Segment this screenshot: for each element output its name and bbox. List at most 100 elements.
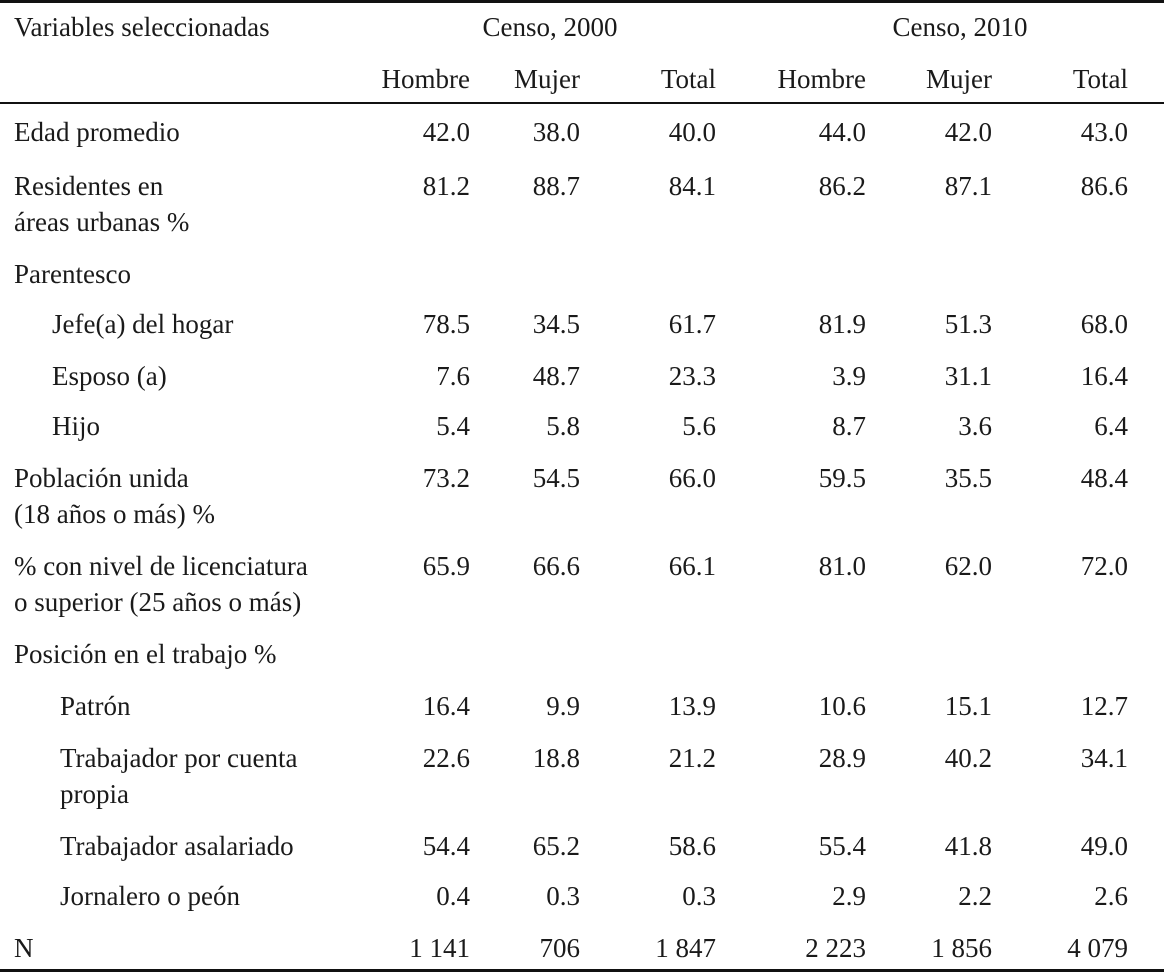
row-value: 1 141 — [409, 933, 470, 963]
row-value: 8.7 — [832, 411, 866, 441]
row-label: % con nivel de licenciatura — [14, 551, 308, 581]
subheader-total-2010: Total — [1072, 64, 1128, 94]
row-value: 12.7 — [1080, 691, 1128, 721]
row-label: Trabajador por cuenta — [60, 743, 298, 773]
row-label: propia — [60, 779, 129, 809]
row-value: 88.7 — [532, 171, 580, 201]
subheader-mujer-2010: Mujer — [926, 64, 992, 94]
row-value: 3.9 — [832, 361, 866, 391]
row-value: 2.9 — [832, 881, 866, 911]
row-value: 48.7 — [532, 361, 580, 391]
row-value: 44.0 — [818, 117, 866, 147]
row-value: 22.6 — [422, 743, 470, 773]
row-value: 10.6 — [818, 691, 866, 721]
subheader-mujer-2000: Mujer — [514, 64, 580, 94]
row-label: Patrón — [60, 691, 131, 721]
row-value: 7.6 — [436, 361, 470, 391]
table-top-rule — [0, 0, 1164, 3]
row-label: Esposo (a) — [52, 361, 167, 391]
row-value: 1 847 — [655, 933, 716, 963]
census-2010-header: Censo, 2010 — [892, 12, 1028, 42]
row-value: 54.5 — [532, 463, 580, 493]
row-value: 43.0 — [1080, 117, 1128, 147]
row-value: 86.2 — [818, 171, 866, 201]
row-value: 49.0 — [1080, 831, 1128, 861]
row-value: 62.0 — [944, 551, 992, 581]
row-label: (18 años o más) % — [14, 499, 215, 529]
row-value: 55.4 — [818, 831, 866, 861]
row-value: 31.1 — [944, 361, 992, 391]
row-value: 34.5 — [532, 309, 580, 339]
row-value: 58.6 — [668, 831, 716, 861]
row-value: 81.2 — [422, 171, 470, 201]
row-label: Parentesco — [14, 259, 131, 289]
row-value: 42.0 — [944, 117, 992, 147]
row-value: 21.2 — [668, 743, 716, 773]
row-value: 3.6 — [958, 411, 992, 441]
row-value: 16.4 — [422, 691, 470, 721]
row-value: 41.8 — [944, 831, 992, 861]
row-value: 40.0 — [668, 117, 716, 147]
row-value: 0.4 — [436, 881, 470, 911]
row-label: Jefe(a) del hogar — [52, 309, 234, 339]
header-rule — [0, 102, 1164, 104]
row-label: Población unida — [14, 463, 189, 493]
row-value: 1 856 — [931, 933, 992, 963]
census-2000-header: Censo, 2000 — [482, 12, 618, 42]
row-value: 42.0 — [422, 117, 470, 147]
row-value: 40.2 — [944, 743, 992, 773]
row-value: 86.6 — [1080, 171, 1128, 201]
row-value: 84.1 — [668, 171, 716, 201]
table-bottom-rule — [0, 969, 1164, 972]
row-value: 73.2 — [422, 463, 470, 493]
row-label: N — [14, 933, 34, 963]
row-value: 5.4 — [436, 411, 470, 441]
row-value: 6.4 — [1094, 411, 1128, 441]
row-label: áreas urbanas % — [14, 207, 190, 237]
subheader-hombre-2000: Hombre — [381, 64, 470, 94]
row-value: 65.2 — [532, 831, 580, 861]
row-label: Jornalero o peón — [60, 881, 240, 911]
row-value: 66.6 — [532, 551, 580, 581]
row-value: 0.3 — [546, 881, 580, 911]
row-value: 59.5 — [818, 463, 866, 493]
row-value: 706 — [539, 933, 581, 963]
row-value: 4 079 — [1067, 933, 1128, 963]
row-value: 13.9 — [668, 691, 716, 721]
row-value: 18.8 — [532, 743, 580, 773]
subheader-total-2000: Total — [660, 64, 716, 94]
row-value: 2.6 — [1094, 881, 1128, 911]
row-value: 23.3 — [668, 361, 716, 391]
row-value: 34.1 — [1080, 743, 1128, 773]
row-value: 87.1 — [944, 171, 992, 201]
row-value: 35.5 — [944, 463, 992, 493]
row-label: Posición en el trabajo % — [14, 639, 277, 669]
subheader-hombre-2010: Hombre — [777, 64, 866, 94]
row-value: 48.4 — [1080, 463, 1128, 493]
row-value: 68.0 — [1080, 309, 1128, 339]
variables-header: Variables seleccionadas — [14, 12, 270, 42]
row-value: 51.3 — [944, 309, 992, 339]
row-label: Trabajador asalariado — [60, 831, 294, 861]
row-value: 65.9 — [422, 551, 470, 581]
row-value: 54.4 — [422, 831, 470, 861]
row-value: 78.5 — [422, 309, 470, 339]
row-value: 28.9 — [818, 743, 866, 773]
row-value: 5.8 — [546, 411, 580, 441]
row-label: Residentes en — [14, 171, 164, 201]
row-value: 16.4 — [1080, 361, 1128, 391]
subheader-row: Hombre Mujer Total Hombre Mujer Total — [0, 64, 1164, 100]
row-value: 66.1 — [668, 551, 716, 581]
row-value: 2.2 — [958, 881, 992, 911]
row-value: 2 223 — [805, 933, 866, 963]
row-value: 9.9 — [546, 691, 580, 721]
row-value: 81.9 — [818, 309, 866, 339]
row-label: Hijo — [52, 411, 101, 441]
row-value: 81.0 — [818, 551, 866, 581]
row-value: 61.7 — [668, 309, 716, 339]
row-value: 38.0 — [532, 117, 580, 147]
row-value: 5.6 — [682, 411, 716, 441]
row-value: 66.0 — [668, 463, 716, 493]
row-value: 72.0 — [1080, 551, 1128, 581]
